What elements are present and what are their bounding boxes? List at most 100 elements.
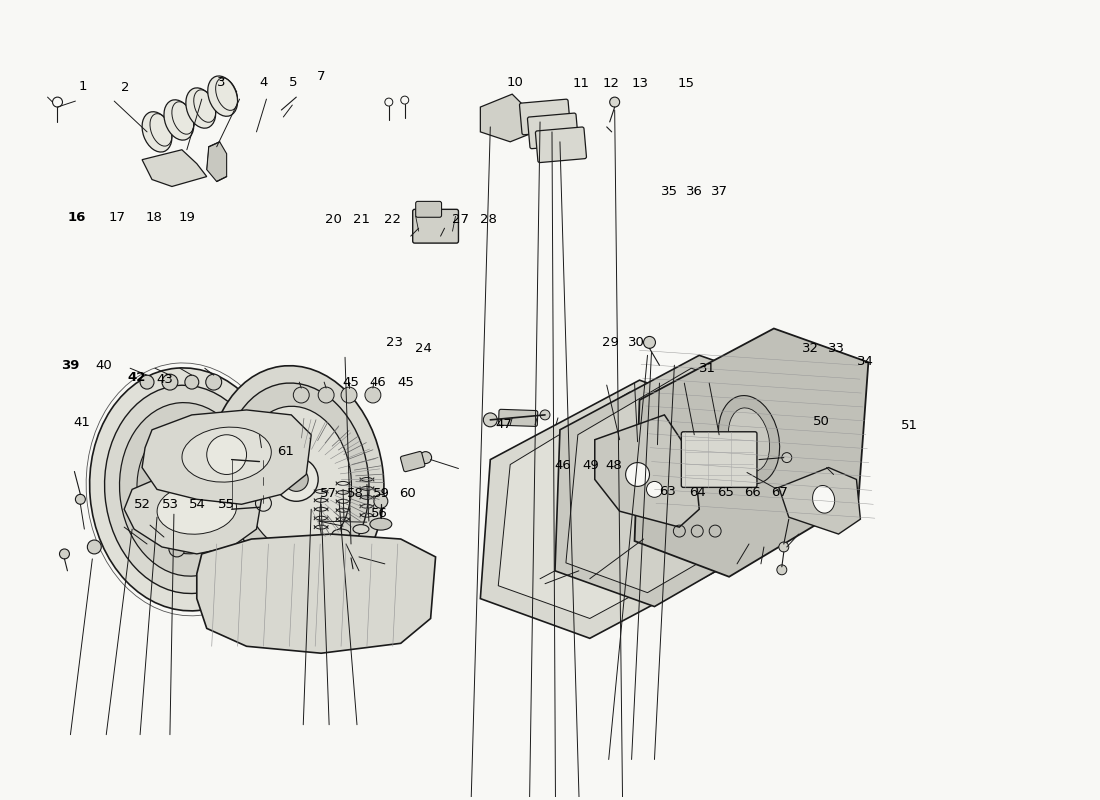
Text: 32: 32	[802, 342, 820, 355]
Text: 47: 47	[496, 418, 513, 431]
Text: 20: 20	[324, 213, 342, 226]
Text: 31: 31	[700, 362, 716, 374]
Circle shape	[274, 458, 318, 502]
Text: 36: 36	[686, 186, 703, 198]
Text: 2: 2	[121, 82, 130, 94]
Text: 57: 57	[320, 487, 338, 500]
Polygon shape	[779, 467, 860, 534]
Ellipse shape	[182, 427, 272, 482]
FancyBboxPatch shape	[681, 432, 757, 487]
Polygon shape	[565, 368, 779, 593]
Text: 42: 42	[128, 371, 145, 384]
Circle shape	[294, 387, 309, 403]
Text: 65: 65	[717, 486, 734, 499]
Polygon shape	[142, 410, 311, 504]
Circle shape	[483, 413, 497, 427]
Polygon shape	[481, 380, 749, 638]
Text: 34: 34	[857, 355, 873, 368]
Text: 45: 45	[342, 376, 360, 389]
Text: 18: 18	[145, 210, 162, 224]
Circle shape	[374, 494, 388, 508]
Text: 35: 35	[661, 186, 678, 198]
Text: 1: 1	[78, 80, 87, 93]
Text: 27: 27	[452, 213, 469, 226]
Text: 39: 39	[62, 359, 80, 372]
Ellipse shape	[718, 395, 780, 484]
Polygon shape	[635, 329, 868, 577]
Text: 15: 15	[678, 78, 694, 90]
Ellipse shape	[157, 484, 236, 534]
Text: 29: 29	[602, 336, 618, 350]
Ellipse shape	[332, 529, 350, 539]
Circle shape	[87, 540, 101, 554]
Text: 13: 13	[631, 78, 648, 90]
FancyBboxPatch shape	[400, 451, 425, 472]
Text: 56: 56	[371, 507, 387, 520]
Circle shape	[782, 453, 792, 462]
Circle shape	[647, 482, 662, 498]
Circle shape	[365, 387, 381, 403]
Ellipse shape	[208, 76, 238, 116]
Circle shape	[626, 462, 649, 486]
Text: 3: 3	[218, 76, 226, 89]
Polygon shape	[556, 355, 799, 606]
Text: 12: 12	[603, 78, 619, 90]
Ellipse shape	[353, 525, 369, 534]
Polygon shape	[595, 415, 700, 527]
Circle shape	[644, 337, 656, 348]
Polygon shape	[207, 142, 227, 182]
Ellipse shape	[164, 100, 194, 140]
Text: 4: 4	[260, 76, 267, 89]
Text: 30: 30	[628, 336, 645, 350]
Ellipse shape	[241, 406, 351, 553]
Ellipse shape	[169, 467, 205, 512]
Text: 16: 16	[68, 210, 87, 224]
Circle shape	[140, 375, 154, 389]
Text: 55: 55	[218, 498, 234, 511]
Ellipse shape	[120, 402, 254, 576]
Ellipse shape	[370, 518, 392, 530]
Text: 67: 67	[771, 486, 789, 499]
Text: 28: 28	[481, 213, 497, 226]
Circle shape	[609, 97, 619, 107]
Text: 10: 10	[506, 76, 524, 89]
Text: 17: 17	[108, 210, 125, 224]
Polygon shape	[124, 470, 262, 554]
Ellipse shape	[154, 447, 219, 531]
Text: 61: 61	[277, 445, 294, 458]
Ellipse shape	[209, 366, 384, 593]
Ellipse shape	[142, 112, 172, 152]
Ellipse shape	[138, 425, 236, 554]
Circle shape	[420, 452, 431, 463]
FancyBboxPatch shape	[536, 127, 586, 162]
Circle shape	[284, 467, 308, 491]
Text: 58: 58	[346, 487, 364, 500]
Polygon shape	[498, 392, 719, 618]
FancyBboxPatch shape	[519, 99, 571, 134]
Text: 59: 59	[373, 487, 389, 500]
Text: 11: 11	[572, 78, 590, 90]
Circle shape	[779, 542, 789, 552]
Text: 40: 40	[95, 359, 112, 372]
Text: 41: 41	[73, 416, 90, 429]
Circle shape	[162, 374, 178, 390]
Circle shape	[344, 544, 358, 558]
FancyBboxPatch shape	[528, 113, 579, 149]
Text: 37: 37	[711, 186, 728, 198]
Circle shape	[206, 374, 222, 390]
Text: 46: 46	[370, 376, 386, 389]
Text: 51: 51	[901, 419, 917, 432]
Text: 23: 23	[386, 336, 403, 350]
Circle shape	[207, 434, 246, 474]
Text: 22: 22	[384, 213, 400, 226]
Circle shape	[540, 410, 550, 420]
Circle shape	[185, 375, 199, 389]
FancyBboxPatch shape	[412, 210, 459, 243]
FancyBboxPatch shape	[416, 202, 441, 218]
Text: 49: 49	[582, 458, 598, 472]
Text: 50: 50	[813, 415, 829, 428]
Circle shape	[76, 494, 86, 504]
Circle shape	[777, 565, 786, 574]
Text: 19: 19	[178, 210, 195, 224]
Text: 24: 24	[415, 342, 431, 355]
